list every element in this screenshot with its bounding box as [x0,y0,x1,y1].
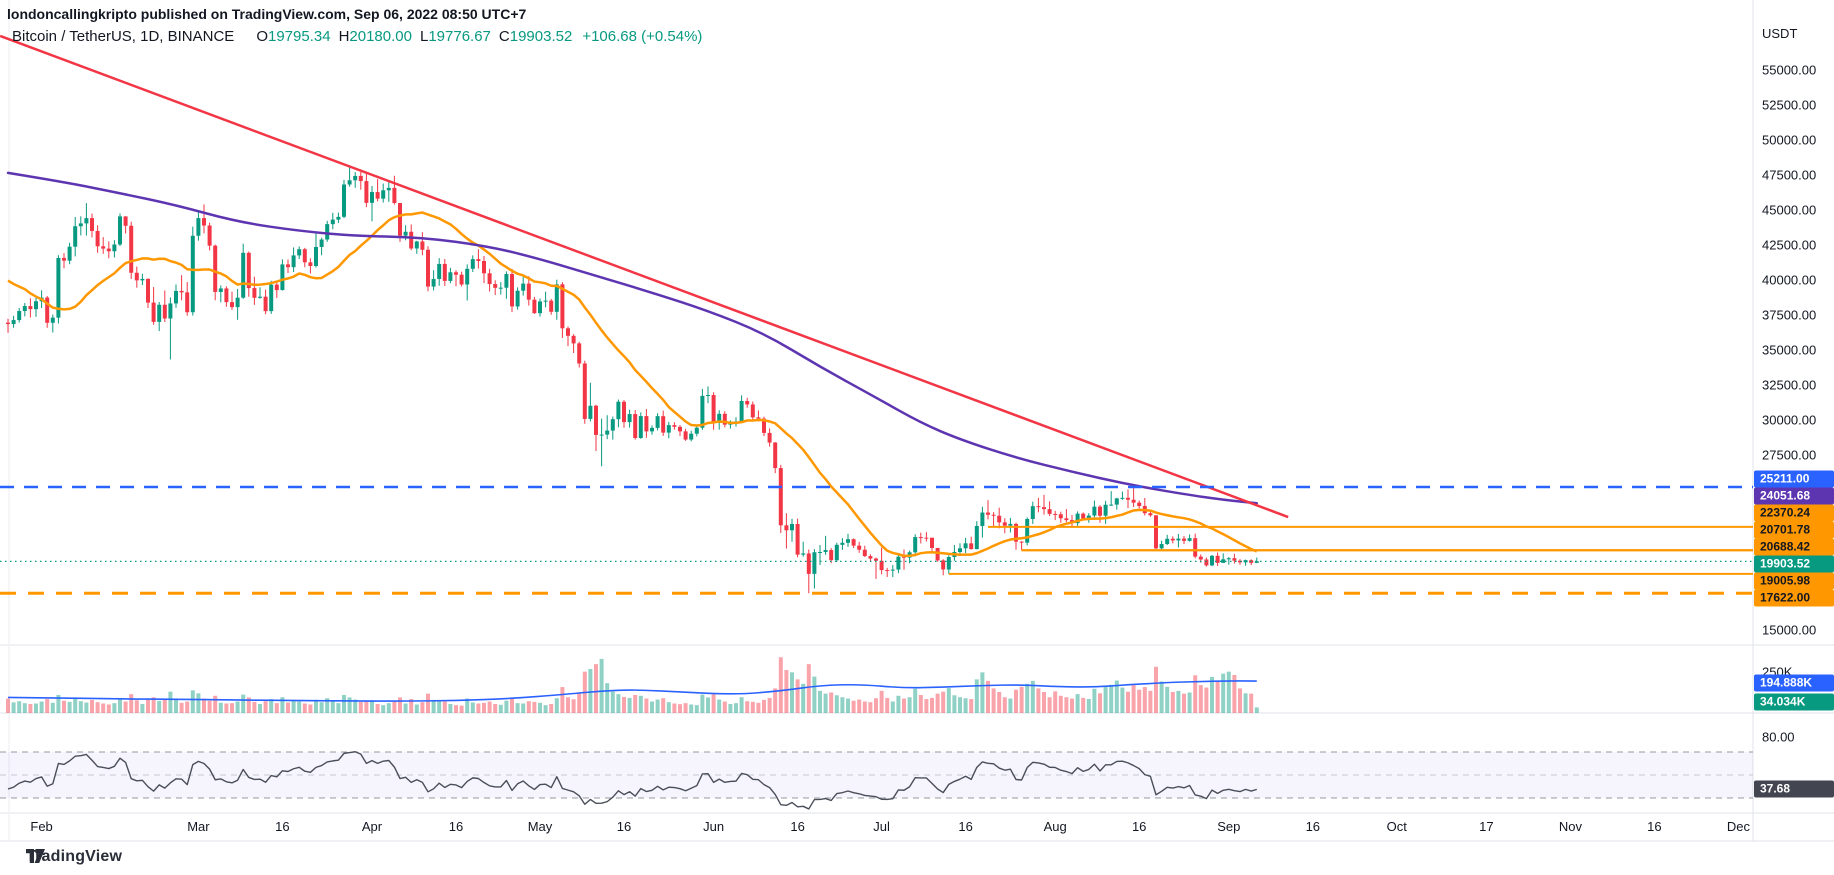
ohlc-key: H [338,28,350,45]
price-axis-label: 80.00 [1762,729,1795,745]
time-axis-label: Aug [1043,819,1067,834]
price-tag: 34.034K [1754,693,1834,711]
time-axis-label: Jul [873,819,890,834]
time-axis-label: May [527,819,553,834]
ohlc-value: 19795.34 [267,28,331,45]
price-axis-label: 32500.00 [1762,377,1817,393]
time-axis-label: Nov [1558,819,1582,834]
time-axis-label: Oct [1386,819,1407,834]
price-tag: 24051.68 [1754,487,1834,505]
price-axis-label: 42500.00 [1762,237,1817,253]
symbol-info: Bitcoin / TetherUS, 1D, BINANCE O19795.34… [12,28,702,45]
tradingview-logo[interactable]: TradingView [26,848,122,866]
ohlc-value: 19776.67 [428,28,491,45]
price-tag: 22370.24 [1754,504,1834,522]
time-axis-label: 16 [790,819,805,834]
price-tag: 20701.78 [1754,521,1834,539]
ohlc-value: 19903.52 [509,28,573,45]
ohlc-value: 20180.00 [349,28,412,45]
tradingview-logo-text: TradingView [26,848,123,865]
time-axis-label: Jun [703,819,725,834]
symbol-title: Bitcoin / TetherUS, 1D, BINANCE [12,28,235,45]
price-axis-label: 52500.00 [1762,97,1817,113]
price-tag: 19005.98 [1754,572,1834,590]
price-change: +106.68 (+0.54%) [582,28,703,45]
time-axis-label: 17 [1479,819,1494,834]
price-tag: 20688.42 [1754,538,1834,556]
time-axis-label: Feb [30,819,53,834]
currency-label: USDT [1762,26,1798,41]
time-axis-label: Mar [187,819,210,834]
time-axis-label: 16 [616,819,632,834]
ohlc-key: C [498,28,510,45]
price-tag: 194.888K [1754,674,1834,692]
time-axis-label: 16 [958,819,973,834]
watermark: londoncallingkripto published on Trading… [7,6,527,22]
price-axis-label: 55000.00 [1762,62,1817,78]
time-axis-label: 16 [1131,819,1147,834]
price-tag: 25211.00 [1754,470,1834,488]
price-axis-label: 37500.00 [1762,307,1817,323]
price-axis-label: 40000.00 [1762,272,1817,288]
price-tag: 37.68 [1754,780,1834,798]
price-axis-label: 27500.00 [1762,447,1817,463]
tradingview-logo-icon [26,849,45,863]
time-axis-label: Sep [1217,819,1241,834]
time-axis-label: 16 [448,819,464,834]
time-axis-label: Apr [361,819,383,834]
time-axis-label: Dec [1726,819,1750,834]
ohlc-values: O19795.34 H20180.00 L19776.67 C19903.52 [248,28,572,45]
price-axis-label: 30000.00 [1762,412,1817,428]
price-tag: 19903.52 [1754,555,1834,573]
ohlc-key: O [256,28,268,45]
time-axis-label: 16 [1305,819,1321,834]
price-axis-label: 35000.00 [1762,342,1817,358]
price-axis-label: 50000.00 [1762,132,1817,148]
time-axis-label: 16 [1647,819,1662,834]
price-axis-label: 45000.00 [1762,202,1817,218]
price-axis-label: 15000.00 [1762,622,1817,638]
ohlc-key: L [419,28,429,45]
time-axis-label: 16 [275,819,290,834]
price-tag: 17622.00 [1754,589,1834,607]
price-axis-label: 47500.00 [1762,167,1817,183]
